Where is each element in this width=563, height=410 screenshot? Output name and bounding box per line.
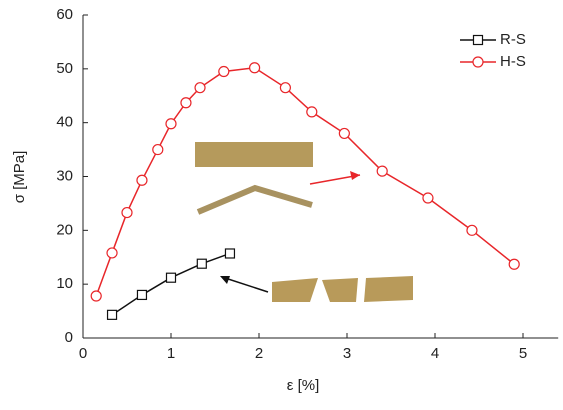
y-tick-label: 30 [56,167,73,184]
marker [466,224,478,236]
marker [136,174,148,186]
photo-piece [272,278,318,302]
marker [472,34,484,46]
marker [249,62,261,74]
marker [165,272,177,283]
arrow-head [350,171,360,180]
arrow-head [220,276,230,284]
marker [165,118,177,130]
marker [152,143,164,156]
marker [376,165,388,177]
x-tick-label: 3 [343,345,351,362]
marker [218,65,230,78]
y-tick-label: 0 [65,329,73,346]
photo-piece [364,276,413,302]
marker [224,248,236,259]
y-axis-label: σ [MPa] [11,151,28,204]
marker [338,127,350,140]
marker [106,247,118,259]
arrow [221,276,269,293]
marker [279,82,291,94]
photo-bent [196,184,313,215]
y-tick-label: 10 [56,275,73,292]
y-tick-label: 60 [56,6,73,23]
x-tick-label: 4 [431,345,439,362]
marker [90,290,102,302]
inset-photos [195,142,413,302]
marker [306,106,318,118]
legend-label: H-S [500,53,526,70]
y-tick-label: 40 [56,114,73,131]
marker [121,206,133,219]
marker [106,309,118,320]
x-tick-label: 1 [167,345,175,362]
x-tick-label: 0 [79,345,87,362]
y-tick-label: 50 [56,60,73,77]
series-line [111,252,231,316]
marker [508,258,520,270]
legend-label: R-S [500,31,526,48]
y-tick-label: 20 [56,221,73,238]
x-axis-label: ε [%] [287,377,320,394]
marker [180,97,192,109]
x-tick-label: 5 [519,345,527,362]
x-tick-label: 2 [255,345,263,362]
marker [422,192,434,204]
marker [196,258,207,269]
series-line [95,66,515,297]
marker [194,82,206,94]
photo-intact [195,142,313,167]
photo-piece [322,278,358,302]
marker [136,289,148,301]
marker [472,56,484,68]
